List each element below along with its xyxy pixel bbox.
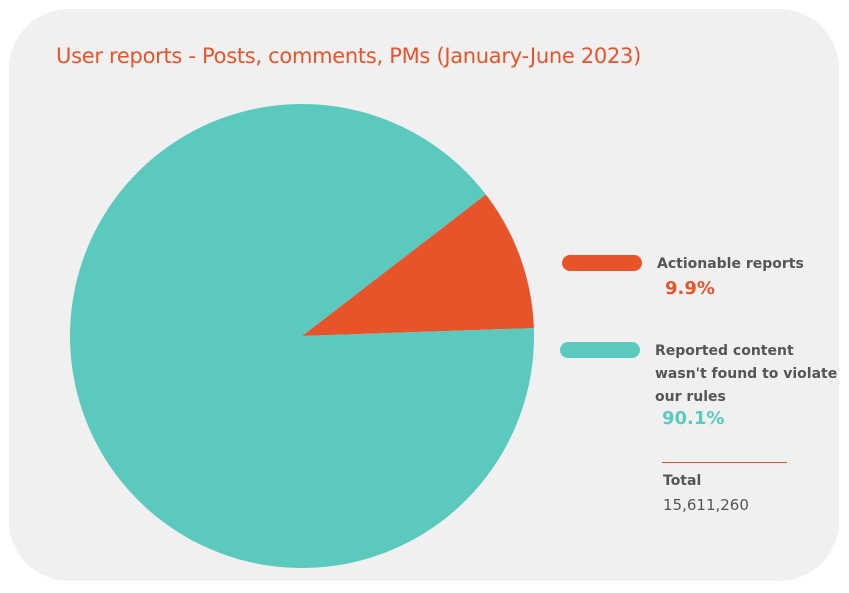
legend-swatch-not-violating	[560, 342, 640, 358]
legend-value-actionable: 9.9%	[665, 278, 715, 299]
pie-slice-not-violating	[70, 104, 535, 569]
legend-label-line: Reported content	[655, 343, 794, 359]
legend-label-not-violating: Reported content wasn't found to violate…	[655, 340, 837, 409]
legend-swatch-actionable	[562, 255, 642, 271]
total-divider	[662, 462, 787, 463]
legend-label-line: our rules	[655, 389, 726, 405]
legend-label-actionable: Actionable reports	[657, 256, 804, 272]
chart-title: User reports - Posts, comments, PMs (Jan…	[56, 44, 641, 68]
legend-value-not-violating: 90.1%	[662, 408, 725, 429]
total-value: 15,611,260	[663, 496, 749, 514]
legend-label-line: wasn't found to violate	[655, 366, 838, 382]
pie-slice-actionable	[302, 194, 534, 336]
total-label: Total	[663, 473, 702, 489]
